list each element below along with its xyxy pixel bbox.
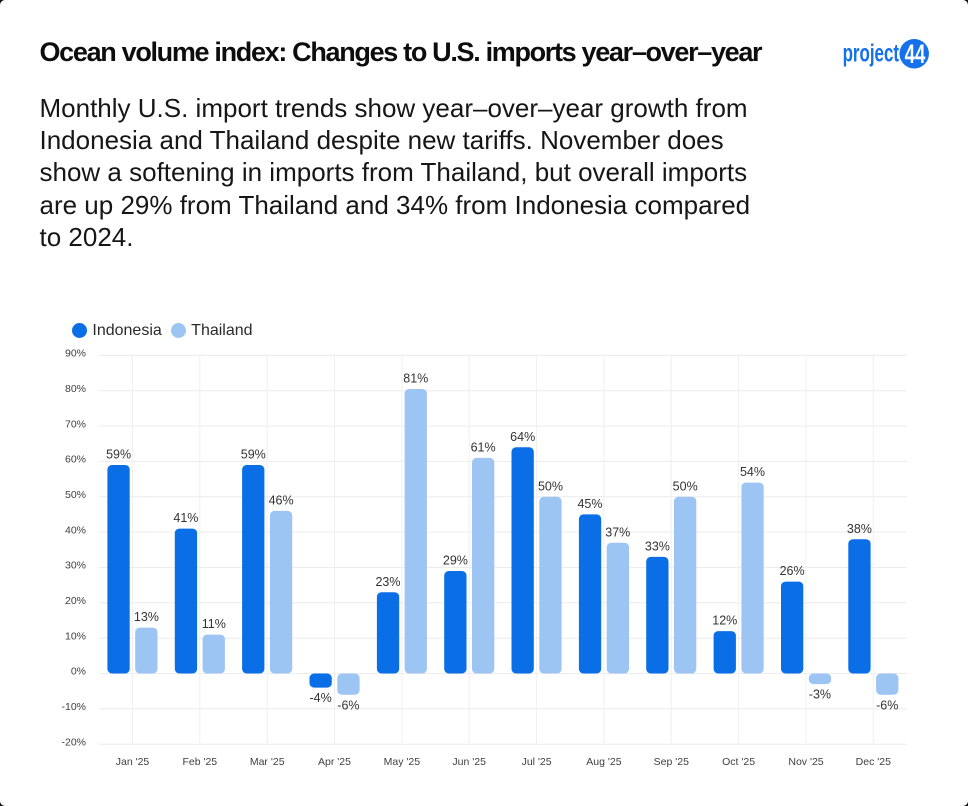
svg-text:37%: 37%	[605, 525, 630, 539]
svg-text:45%: 45%	[577, 497, 602, 511]
svg-text:44: 44	[905, 39, 926, 69]
svg-text:Jul '25: Jul '25	[522, 756, 552, 768]
svg-text:26%: 26%	[780, 564, 805, 578]
svg-text:80%: 80%	[65, 383, 86, 395]
svg-text:50%: 50%	[673, 479, 698, 493]
svg-text:-10%: -10%	[61, 701, 86, 713]
svg-text:Jun '25: Jun '25	[452, 756, 486, 768]
svg-text:Mar '25: Mar '25	[250, 756, 285, 768]
svg-text:64%: 64%	[510, 430, 535, 444]
svg-text:Nov '25: Nov '25	[788, 756, 823, 768]
svg-text:61%: 61%	[471, 441, 496, 455]
svg-text:Feb '25: Feb '25	[182, 756, 217, 768]
svg-text:59%: 59%	[241, 448, 266, 462]
svg-text:project: project	[843, 39, 899, 67]
svg-text:54%: 54%	[740, 465, 765, 479]
svg-text:13%: 13%	[134, 610, 159, 624]
svg-text:May '25: May '25	[384, 756, 421, 768]
svg-text:-6%: -6%	[876, 698, 898, 712]
svg-text:33%: 33%	[645, 540, 670, 554]
svg-text:10%: 10%	[65, 630, 86, 642]
svg-text:23%: 23%	[375, 575, 400, 589]
svg-text:12%: 12%	[712, 614, 737, 628]
svg-text:50%: 50%	[65, 489, 86, 501]
svg-text:20%: 20%	[65, 595, 86, 607]
svg-text:Dec '25: Dec '25	[856, 756, 891, 768]
svg-text:-6%: -6%	[337, 698, 359, 712]
svg-text:Jan '25: Jan '25	[116, 756, 150, 768]
svg-text:0%: 0%	[71, 666, 86, 678]
svg-text:60%: 60%	[65, 454, 86, 466]
svg-text:Apr '25: Apr '25	[318, 756, 351, 768]
svg-text:-3%: -3%	[809, 688, 831, 702]
svg-text:40%: 40%	[65, 524, 86, 536]
svg-text:46%: 46%	[269, 494, 294, 508]
svg-text:70%: 70%	[65, 418, 86, 430]
svg-text:81%: 81%	[403, 372, 428, 386]
svg-text:90%: 90%	[65, 348, 86, 360]
svg-text:-20%: -20%	[61, 736, 86, 748]
svg-text:38%: 38%	[847, 522, 872, 536]
svg-text:Sep '25: Sep '25	[654, 756, 689, 768]
svg-text:50%: 50%	[538, 479, 563, 493]
svg-text:-4%: -4%	[309, 691, 331, 705]
svg-text:Oct '25: Oct '25	[722, 756, 755, 768]
svg-text:Aug '25: Aug '25	[586, 756, 621, 768]
svg-text:29%: 29%	[443, 554, 468, 568]
svg-text:11%: 11%	[202, 617, 226, 631]
svg-text:30%: 30%	[65, 560, 86, 572]
svg-text:59%: 59%	[106, 448, 131, 462]
svg-text:41%: 41%	[173, 511, 198, 525]
